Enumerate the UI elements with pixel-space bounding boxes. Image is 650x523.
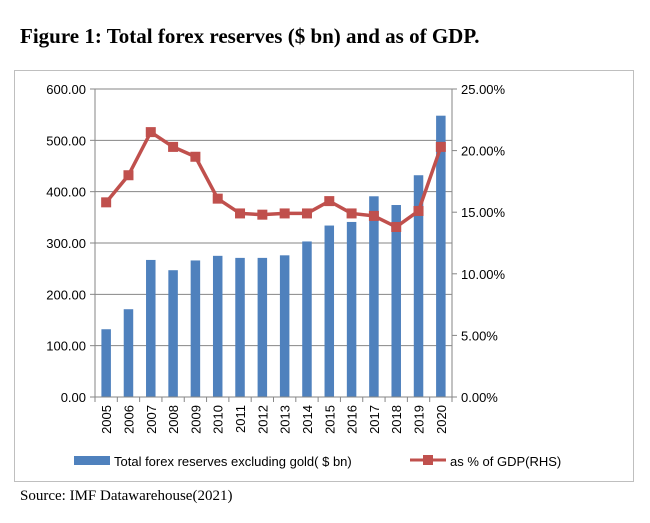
line-point-2020 xyxy=(435,141,446,152)
line-point-2011 xyxy=(235,208,246,219)
category-label-2018: 2018 xyxy=(389,405,404,434)
legend-line-label: as % of GDP(RHS) xyxy=(450,454,561,469)
category-label-2013: 2013 xyxy=(278,405,293,434)
category-label-2010: 2010 xyxy=(211,405,226,434)
left-tick-label: 200.00 xyxy=(46,287,86,302)
tick-labels: 0.00 100.00 200.00 300.00 400.00 500.00 600.00… xyxy=(46,82,505,434)
right-tick-label: 10.00% xyxy=(461,267,506,282)
right-tick-label: 20.00% xyxy=(461,144,506,159)
left-tick-label: 0.00 xyxy=(61,390,86,405)
legend-bar-swatch xyxy=(74,456,110,465)
bar-2014 xyxy=(302,241,312,397)
line-point-2016 xyxy=(346,208,357,219)
legend-bar-label: Total forex reserves excluding gold( $ b… xyxy=(114,454,352,469)
line-point-2005 xyxy=(101,197,112,208)
bar-2020 xyxy=(436,115,446,398)
line-point-2015 xyxy=(324,196,335,207)
category-label-2011: 2011 xyxy=(233,405,248,433)
category-label-2007: 2007 xyxy=(144,405,159,434)
bar-2006 xyxy=(123,309,134,397)
bar-2007 xyxy=(146,259,156,397)
bar-2019 xyxy=(413,175,424,397)
line-point-2013 xyxy=(279,208,290,219)
left-tick-label: 100.00 xyxy=(46,339,86,354)
bar-2005 xyxy=(101,329,111,397)
category-label-2019: 2019 xyxy=(412,405,427,434)
line-point-2010 xyxy=(212,193,223,204)
right-tick-label: 15.00% xyxy=(461,205,506,220)
category-label-2006: 2006 xyxy=(121,405,136,434)
bar-2009 xyxy=(190,260,201,397)
category-label-2016: 2016 xyxy=(345,405,360,434)
line-point-2006 xyxy=(123,170,134,181)
bar-2018 xyxy=(391,205,401,397)
left-tick-label: 400.00 xyxy=(46,185,86,200)
line-series xyxy=(101,127,446,232)
right-tick-label: 5.00% xyxy=(461,328,498,343)
bar-2011 xyxy=(235,257,245,397)
line-point-2014 xyxy=(301,208,312,219)
line-point-2009 xyxy=(190,151,201,162)
line-point-2007 xyxy=(145,127,156,138)
category-label-2017: 2017 xyxy=(367,405,382,434)
right-tick-label: 0.00% xyxy=(461,390,498,405)
bar-2012 xyxy=(257,257,268,397)
left-tick-label: 500.00 xyxy=(46,133,86,148)
gdp-share-line xyxy=(104,130,443,229)
category-label-2005: 2005 xyxy=(99,405,114,434)
line-point-2012 xyxy=(257,209,268,220)
legend-line-marker xyxy=(423,455,433,465)
line-point-2019 xyxy=(413,205,424,216)
bar-2013 xyxy=(279,255,290,397)
line-point-2008 xyxy=(168,141,179,152)
source-note: Source: IMF Datawarehouse(2021) xyxy=(20,488,233,504)
category-label-2012: 2012 xyxy=(255,405,270,434)
bar-2010 xyxy=(212,255,223,397)
bar-2008 xyxy=(168,270,178,397)
category-label-2009: 2009 xyxy=(188,405,203,434)
bar-2017 xyxy=(369,196,379,397)
legend: Total forex reserves excluding gold( $ b… xyxy=(74,454,561,469)
bar-2016 xyxy=(346,221,357,397)
category-label-2008: 2008 xyxy=(166,405,181,434)
line-point-2017 xyxy=(368,210,379,221)
right-tick-label: 25.00% xyxy=(461,82,506,97)
left-tick-label: 600.00 xyxy=(46,82,86,97)
chart-frame xyxy=(14,70,634,482)
axes xyxy=(90,88,457,402)
category-label-2014: 2014 xyxy=(300,405,315,434)
figure-title: Figure 1: Total forex reserves ($ bn) an… xyxy=(20,24,480,48)
bar-series xyxy=(101,115,446,398)
bar-2015 xyxy=(324,225,335,397)
category-label-2015: 2015 xyxy=(322,405,337,434)
line-point-2018 xyxy=(391,221,402,232)
category-label-2020: 2020 xyxy=(434,405,449,434)
left-tick-label: 300.00 xyxy=(46,236,86,251)
